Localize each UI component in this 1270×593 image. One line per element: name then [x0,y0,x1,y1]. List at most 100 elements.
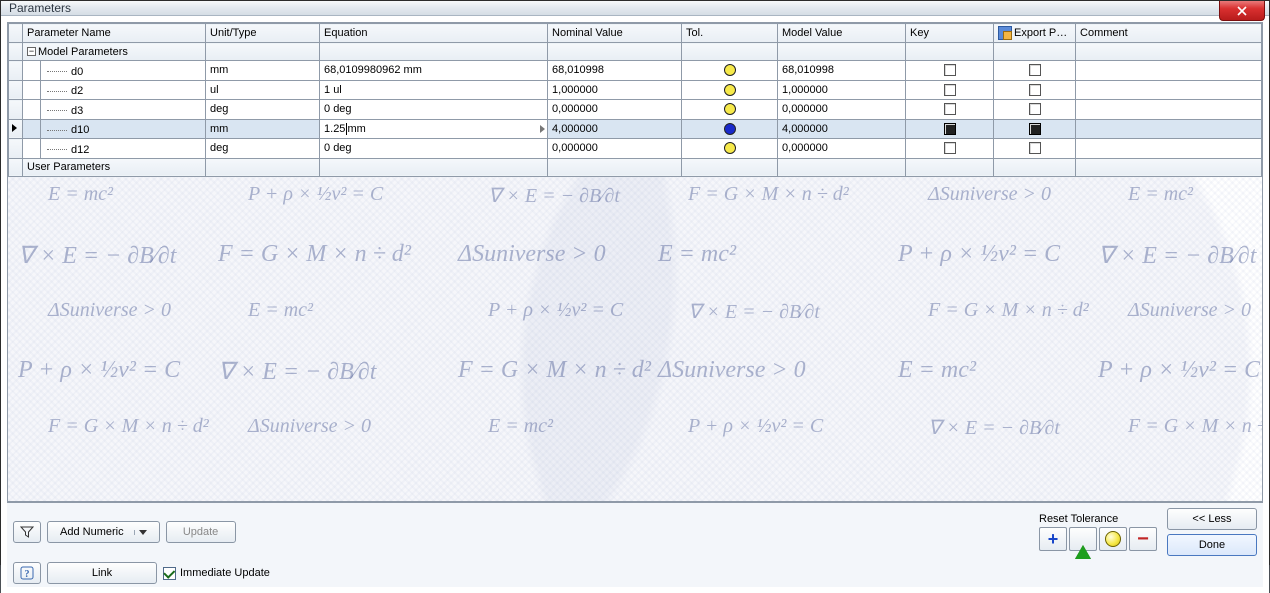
header-tol[interactable]: Tol. [682,24,778,43]
cell-nominal[interactable]: 0,000000 [548,139,682,159]
add-numeric-button[interactable]: Add Numeric [47,521,160,543]
cell-nominal[interactable]: 68,010998 [548,61,682,81]
cell-equation[interactable]: 1.25mm [320,119,548,139]
immediate-update-checkbox[interactable]: Immediate Update [163,567,270,580]
cell-model: 4,000000 [778,119,906,139]
cell-key[interactable] [906,61,994,81]
cell-name[interactable]: d0 [41,61,206,81]
tolerance-minus-button[interactable]: − [1129,527,1157,551]
checkbox-icon [1029,142,1041,154]
cell-unit[interactable]: deg [206,100,320,120]
checkbox-icon [944,64,956,76]
cell-comment[interactable] [1076,119,1262,139]
cell-equation[interactable]: 0 deg [320,100,548,120]
tolerance-status-icon [724,142,736,154]
help-icon: ? [20,566,34,580]
cell-tolerance[interactable] [682,100,778,120]
cell-nominal[interactable]: 1,000000 [548,80,682,100]
cell-nominal[interactable]: 4,000000 [548,119,682,139]
table-row[interactable]: d10mm1.25mm4,0000004,000000 [9,119,1262,139]
cell-model: 1,000000 [778,80,906,100]
cell-comment[interactable] [1076,61,1262,81]
header-nominal[interactable]: Nominal Value [548,24,682,43]
cell-name[interactable]: d2 [41,80,206,100]
header-comment[interactable]: Comment [1076,24,1262,43]
cell-key[interactable] [906,80,994,100]
cell-unit[interactable]: deg [206,139,320,159]
parameters-grid[interactable]: Parameter Name Unit/Type Equation Nomina… [7,22,1263,502]
cell-tolerance[interactable] [682,119,778,139]
add-numeric-dropdown[interactable] [134,530,147,535]
checkbox-icon [1029,103,1041,115]
cell-equation[interactable]: 68,0109980962 mm [320,61,548,81]
header-unit[interactable]: Unit/Type [206,24,320,43]
group-model-parameters[interactable]: −Model Parameters [9,43,1262,61]
cell-equation[interactable]: 1 ul [320,80,548,100]
less-button[interactable]: << Less [1167,508,1257,530]
footer-toolbar: Add Numeric Update Reset Tolerance + − <… [7,502,1263,587]
cell-key[interactable] [906,100,994,120]
tolerance-default-button[interactable] [1099,527,1127,551]
cell-comment[interactable] [1076,100,1262,120]
tolerance-status-icon [724,103,736,115]
cell-export[interactable] [994,119,1076,139]
checkbox-icon [1029,64,1041,76]
update-button[interactable]: Update [166,521,236,543]
svg-text:?: ? [25,569,30,580]
cell-tolerance[interactable] [682,139,778,159]
cell-comment[interactable] [1076,80,1262,100]
link-button[interactable]: Link [47,562,157,584]
parameters-window: Parameters Parameter Name Unit/Type [0,0,1270,565]
group-user-parameters[interactable]: User Parameters [9,158,1262,176]
table-row[interactable]: d2ul1 ul1,0000001,000000 [9,80,1262,100]
plus-icon: + [1048,530,1059,548]
checkbox-icon [944,84,956,96]
cell-nominal[interactable]: 0,000000 [548,100,682,120]
cell-export[interactable] [994,139,1076,159]
window-title: Parameters [9,1,71,15]
export-header-icon [998,26,1012,40]
tolerance-up-button[interactable] [1069,527,1097,551]
cell-name[interactable]: d12 [41,139,206,159]
header-model[interactable]: Model Value [778,24,906,43]
help-button[interactable]: ? [13,562,41,584]
window-close-button[interactable] [1219,1,1265,21]
cell-unit[interactable]: ul [206,80,320,100]
background-watermark: E = mc²P + ρ × ½v² = C∇ × E = − ∂B⁄∂tF =… [8,177,1262,502]
table-row[interactable]: d12deg0 deg0,0000000,000000 [9,139,1262,159]
header-name[interactable]: Parameter Name [23,24,206,43]
cell-export[interactable] [994,61,1076,81]
circle-icon [1105,531,1121,547]
cell-tolerance[interactable] [682,61,778,81]
checkbox-icon [1029,84,1041,96]
header-export-label: Export Para [1014,27,1072,39]
tolerance-status-icon [724,84,736,96]
cell-name[interactable]: d10 [41,119,206,139]
cell-key[interactable] [906,119,994,139]
filter-icon [20,525,34,539]
table-row[interactable]: d0mm68,0109980962 mm68,01099868,010998 [9,61,1262,81]
collapse-icon[interactable]: − [27,47,36,56]
cell-unit[interactable]: mm [206,61,320,81]
cell-tolerance[interactable] [682,80,778,100]
table-row[interactable]: d3deg0 deg0,0000000,000000 [9,100,1262,120]
filter-button[interactable] [13,521,41,543]
reset-tolerance-label: Reset Tolerance [1039,513,1118,525]
cell-export[interactable] [994,100,1076,120]
done-button[interactable]: Done [1167,534,1257,556]
header-equation[interactable]: Equation [320,24,548,43]
cell-name[interactable]: d3 [41,100,206,120]
cell-key[interactable] [906,139,994,159]
cell-export[interactable] [994,80,1076,100]
header-key[interactable]: Key [906,24,994,43]
cell-model: 68,010998 [778,61,906,81]
cell-unit[interactable]: mm [206,119,320,139]
checkbox-icon [1029,123,1041,135]
tolerance-plus-button[interactable]: + [1039,527,1067,551]
cell-equation[interactable]: 0 deg [320,139,548,159]
cell-comment[interactable] [1076,139,1262,159]
add-numeric-label: Add Numeric [60,526,124,538]
header-rowselector [9,24,23,43]
header-export[interactable]: Export Para [994,24,1076,43]
triangle-icon [1075,533,1091,559]
